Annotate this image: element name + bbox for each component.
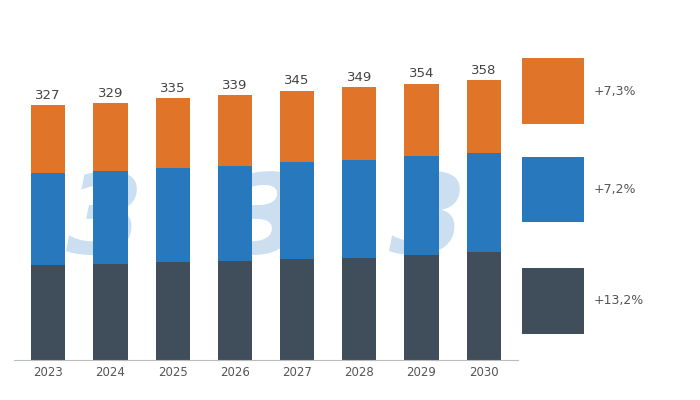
Bar [155,262,190,360]
Bar [93,103,127,171]
Text: 339: 339 [222,79,248,92]
Bar [342,88,377,160]
Bar [31,265,65,360]
FancyBboxPatch shape [522,268,584,334]
Bar [342,160,377,258]
Bar [155,98,190,168]
Text: 345: 345 [284,74,310,88]
Bar [405,84,439,156]
Bar [218,166,252,261]
Bar [218,95,252,166]
Bar [93,171,127,264]
Text: +7,3%: +7,3% [594,84,636,98]
Bar [467,80,501,153]
Text: +13,2%: +13,2% [594,294,644,308]
Bar [155,168,190,262]
Text: 3: 3 [389,169,466,276]
Bar [218,261,252,360]
Text: 327: 327 [36,88,61,102]
Bar [405,255,439,360]
Text: 329: 329 [98,87,123,100]
Bar [467,252,501,360]
Bar [31,105,65,172]
Bar [467,153,501,252]
Bar [280,259,314,360]
Text: 354: 354 [409,68,434,80]
Bar [93,264,127,360]
Bar [342,258,377,360]
Bar [280,90,314,162]
Text: +7,2%: +7,2% [594,183,636,196]
Text: 3: 3 [228,169,304,276]
Bar [280,162,314,259]
FancyBboxPatch shape [522,58,584,124]
Text: 335: 335 [160,82,186,95]
FancyBboxPatch shape [522,157,584,222]
Bar [31,172,65,265]
Text: 358: 358 [471,64,496,77]
Bar [405,156,439,255]
Text: 3: 3 [66,169,144,276]
Text: 349: 349 [346,71,372,84]
